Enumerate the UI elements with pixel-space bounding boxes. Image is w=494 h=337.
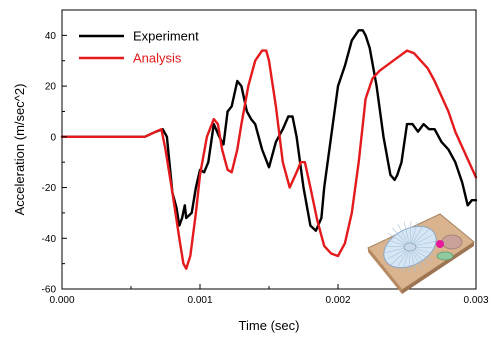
actuator-magnet <box>436 251 454 261</box>
series-line-experiment <box>60 29 478 232</box>
drive-base-front <box>402 242 474 294</box>
actuator-pivot <box>441 234 463 250</box>
y-tick-label: -60 <box>42 285 57 296</box>
legend-label-analysis: Analysis <box>133 51 182 66</box>
y-tick-label: 0 <box>50 132 56 143</box>
hard-disk-drive-illustration <box>367 213 475 294</box>
drive-base-side <box>368 248 402 294</box>
disk-hub <box>403 242 417 252</box>
axes-layer: -60 -40 -20 0 20 40 0.000 0.001 0.002 0.003 Time (… <box>12 9 489 333</box>
series-line-analysis <box>60 49 478 270</box>
sensor-point <box>436 240 444 248</box>
y-tick-label: 40 <box>45 31 57 42</box>
x-tick-label: 0.002 <box>325 295 350 306</box>
x-tick-label: 0.001 <box>187 295 212 306</box>
x-tick-label: 0.003 <box>463 295 488 306</box>
legend-label-experiment: Experiment <box>133 29 199 44</box>
y-tick-label: -40 <box>42 234 57 245</box>
y-axis-title: Acceleration (m/sec^2) <box>12 84 27 216</box>
y-tick-label: -20 <box>42 183 57 194</box>
y-tick-label: 20 <box>45 82 57 93</box>
series-layer <box>60 29 478 270</box>
x-axis-title: Time (sec) <box>239 318 300 333</box>
legend: Experiment Analysis <box>79 29 199 66</box>
x-tick-label: 0.000 <box>49 295 74 306</box>
